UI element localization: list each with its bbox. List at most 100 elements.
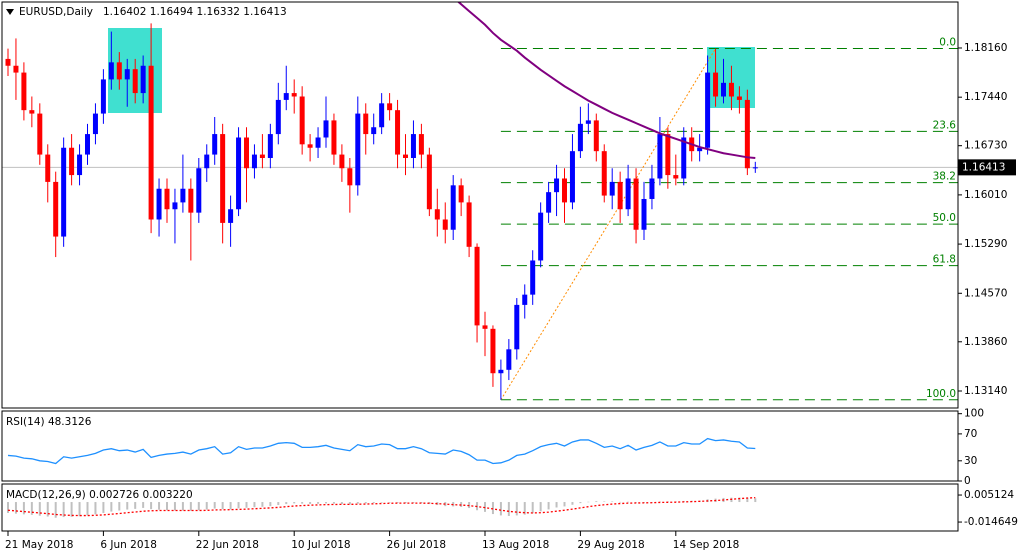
candle-body: [29, 110, 35, 114]
histogram-bar: [420, 502, 423, 504]
histogram-bar: [221, 502, 224, 510]
histogram-bar: [285, 502, 288, 505]
candle-body: [665, 134, 671, 176]
histogram-bar: [150, 502, 153, 510]
histogram-bar: [189, 502, 192, 511]
histogram-bar: [158, 502, 161, 510]
y-tick-label: 1.14570: [964, 287, 1007, 299]
candle-body: [45, 154, 51, 182]
candle-body: [426, 154, 432, 210]
histogram-bar: [70, 502, 73, 517]
candle-body: [220, 134, 226, 223]
candle-body: [148, 65, 154, 220]
histogram-bar: [30, 502, 33, 515]
rsi-title: RSI(14) 48.3126: [6, 416, 92, 428]
y-tick-label: 100: [964, 408, 984, 420]
candle-body: [331, 120, 337, 155]
histogram-bar: [754, 498, 757, 503]
candle-body: [13, 65, 19, 73]
fib-trend: [500, 48, 716, 401]
y-tick-label: 1.16730: [964, 140, 1007, 152]
candle-body: [275, 99, 281, 135]
candle-body: [538, 212, 544, 261]
candle-body: [697, 147, 703, 152]
y-tick-label: 1.13140: [964, 385, 1007, 397]
histogram-bar: [531, 502, 534, 514]
candle-body: [363, 113, 369, 135]
candle-body: [506, 349, 512, 370]
candle-body: [180, 188, 186, 203]
candle-body: [307, 144, 313, 148]
candle-body: [212, 134, 218, 155]
candle-body: [188, 188, 194, 213]
candle-body: [466, 202, 472, 247]
candle-body: [721, 82, 726, 97]
candle-body: [339, 154, 345, 169]
candle-body: [450, 185, 456, 230]
candle-body: [267, 134, 273, 158]
candle-body: [371, 127, 377, 135]
histogram-bar: [22, 502, 25, 515]
menu-triangle: [6, 9, 14, 15]
y-tick-label: 1.16010: [964, 189, 1007, 201]
candle-body: [736, 96, 742, 100]
histogram-bar: [261, 502, 264, 507]
candle-body: [379, 103, 385, 128]
histogram-bar: [245, 502, 248, 508]
candle-body: [5, 58, 11, 66]
candle-body: [410, 134, 416, 158]
candle-body: [21, 72, 27, 111]
rsi-line: [7, 437, 756, 465]
candle-body: [490, 328, 496, 374]
candle-body: [418, 134, 424, 155]
histogram-bar: [78, 502, 81, 517]
price-frame: [1, 1, 959, 409]
histogram-bar: [46, 502, 49, 517]
histogram-bar: [595, 501, 598, 503]
candle-body: [172, 202, 178, 210]
histogram-bar: [515, 502, 518, 516]
histogram-bar: [396, 502, 399, 503]
candle-body: [347, 168, 353, 186]
candle-body: [164, 188, 170, 210]
candle-body: [116, 62, 122, 80]
histogram-bar: [181, 502, 184, 511]
candle-body: [37, 113, 43, 155]
fib-label: 23.6: [933, 119, 957, 131]
candle-body: [705, 72, 711, 148]
histogram-bar: [348, 502, 351, 505]
histogram-bar: [38, 502, 41, 516]
x-tick-label: 6 Jun 2018: [100, 539, 156, 551]
y-tick-label: 1.13860: [964, 336, 1007, 348]
histogram-bar: [62, 502, 65, 518]
histogram-bar: [213, 502, 216, 509]
candle-body: [140, 65, 146, 94]
histogram-bar: [7, 502, 9, 513]
histogram-bar: [86, 502, 89, 516]
x-tick-label: 21 May 2018: [5, 539, 73, 551]
candle-body: [259, 154, 265, 158]
rsi-plot: [7, 437, 756, 465]
candle-body: [196, 168, 202, 213]
macd-plot: [7, 496, 757, 518]
candle-body: [728, 82, 734, 97]
candle-body: [593, 120, 599, 152]
histogram-bar: [173, 502, 176, 511]
fib-label: 0.0: [939, 36, 956, 48]
candle-body: [204, 154, 210, 169]
candle-body: [474, 246, 480, 326]
candle-body: [498, 369, 504, 374]
candle-body: [546, 192, 552, 213]
fib-label: 100.0: [926, 388, 956, 400]
macd-title: MACD(12,26,9) 0.002726 0.003220: [6, 489, 193, 501]
x-tick-label: 22 Jun 2018: [196, 539, 259, 551]
histogram-bar: [356, 502, 359, 504]
candle-body: [283, 93, 289, 100]
candle-body: [395, 110, 401, 155]
signal-line: [7, 496, 756, 517]
histogram-bar: [102, 502, 105, 513]
histogram-bar: [619, 501, 622, 503]
histogram-bar: [603, 501, 606, 503]
histogram-bar: [412, 502, 415, 503]
